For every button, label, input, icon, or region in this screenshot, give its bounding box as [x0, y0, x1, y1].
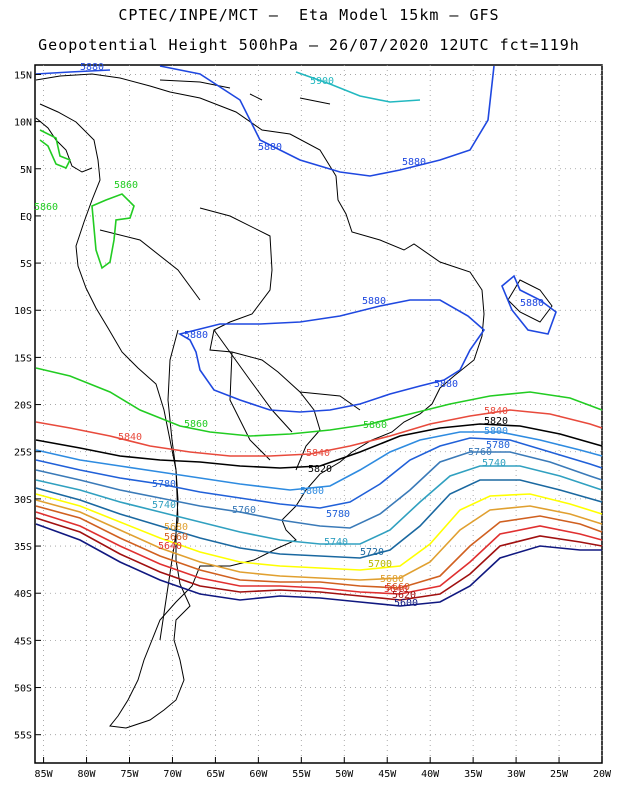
contour-label-5860: 5860 — [184, 419, 208, 430]
contour-labels: 5900 5880 5880 5880 5880 5880 5880 5880 5860 5860… — [34, 62, 544, 609]
contour-5760 — [35, 451, 603, 529]
lon-tick-label: 45W — [378, 769, 397, 780]
contour-5700 — [35, 493, 603, 571]
contour-label-5760: 5760 — [232, 505, 256, 516]
lat-tick-label: 20S — [14, 401, 32, 412]
contour-label-5800: 5800 — [300, 486, 324, 497]
contour-5880 — [501, 274, 557, 335]
lat-tick-label: 5N — [20, 165, 32, 176]
contour-lines — [35, 65, 603, 607]
lon-tick-label: 50W — [335, 769, 354, 780]
lat-tick-label: 30S — [14, 495, 32, 506]
contour-label-5880: 5880 — [362, 296, 386, 307]
lon-tick-label: 40W — [421, 769, 440, 780]
contour-5860 — [91, 193, 135, 270]
contour-label-5760: 5760 — [468, 447, 492, 458]
lat-tick-label: 40S — [14, 589, 32, 600]
contour-label-5740: 5740 — [482, 458, 506, 469]
lat-tick-label: 15S — [14, 353, 32, 364]
contour-5640 — [35, 511, 603, 595]
contour-label-5860: 5860 — [114, 180, 138, 191]
lat-tick-label: EQ — [20, 212, 32, 223]
lat-tick-label: 10N — [14, 118, 32, 129]
lon-tick-label: 55W — [292, 769, 311, 780]
lon-tick-label: 30W — [507, 769, 526, 780]
contour-5820 — [35, 423, 603, 469]
lon-tick-label: 25W — [550, 769, 569, 780]
contour-5900 — [295, 71, 421, 103]
lat-tick-label: 25S — [14, 448, 32, 459]
lon-tick-label: 35W — [464, 769, 483, 780]
interior-borders — [99, 229, 361, 461]
contour-label-5840: 5840 — [306, 448, 330, 459]
contour-label-5880: 5880 — [402, 157, 426, 168]
contour-label-5880: 5880 — [258, 142, 282, 153]
contour-label-5880: 5880 — [184, 330, 208, 341]
lon-tick-label: 70W — [163, 769, 182, 780]
central-america-coast — [35, 117, 93, 173]
contour-label-5860: 5860 — [34, 202, 58, 213]
lat-tick-label: 50S — [14, 684, 32, 695]
contour-label-5740: 5740 — [152, 500, 176, 511]
lon-tick-label: 20W — [593, 769, 612, 780]
contour-label-5860: 5860 — [363, 420, 387, 431]
contour-label-5780: 5780 — [486, 440, 510, 451]
contour-label-5700: 5700 — [368, 559, 392, 570]
lon-tick-label: 60W — [249, 769, 268, 780]
andes-border — [159, 329, 179, 641]
contour-label-5780: 5780 — [152, 479, 176, 490]
contour-label-5780: 5780 — [326, 509, 350, 520]
contour-5860 — [39, 129, 72, 170]
contour-label-5680: 5680 — [380, 574, 404, 585]
contour-label-5820: 5820 — [308, 464, 332, 475]
axis-ticks: 15N 10N 5N EQ 5S 10S 15S 20S 25S 30S 35S 40S 45S 50S 5… — [14, 70, 612, 780]
lat-tick-label: 35S — [14, 542, 32, 553]
contour-label-5880: 5880 — [80, 62, 104, 73]
contour-label-5880: 5880 — [434, 379, 458, 390]
contour-5740 — [35, 465, 603, 545]
contour-label-5840: 5840 — [484, 406, 508, 417]
contour-5840 — [35, 409, 603, 457]
lat-tick-label: 15N — [14, 70, 32, 81]
contour-label-5640: 5640 — [384, 584, 408, 595]
lat-tick-label: 55S — [14, 731, 32, 742]
contour-5780 — [35, 437, 603, 509]
lon-tick-label: 75W — [120, 769, 139, 780]
lat-tick-label: 45S — [14, 636, 32, 647]
contour-label-5660: 5660 — [386, 582, 410, 593]
contour-label-5840: 5840 — [118, 432, 142, 443]
contour-5860 — [35, 367, 603, 437]
lon-tick-label: 80W — [78, 769, 97, 780]
chart-subtitle: Geopotential Height 500hPa – 26/07/2020 … — [38, 36, 580, 54]
lat-tick-label: 10S — [14, 306, 32, 317]
contour-5800 — [35, 431, 603, 491]
contour-label-5900: 5900 — [310, 76, 334, 87]
contour-label-5600: 5600 — [394, 598, 418, 609]
contour-label-5800: 5800 — [484, 426, 508, 437]
caribbean-islands — [159, 79, 331, 105]
contour-5720 — [35, 479, 603, 559]
contour-label-5640: 5640 — [158, 541, 182, 552]
map-frame — [34, 64, 603, 764]
lon-tick-label: 65W — [206, 769, 225, 780]
coastline — [35, 73, 553, 729]
contour-label-5660: 5660 — [164, 532, 188, 543]
contour-5880 — [35, 65, 495, 177]
contour-label-5740: 5740 — [324, 537, 348, 548]
contour-label-5820: 5820 — [484, 416, 508, 427]
contour-5620 — [35, 517, 603, 601]
contour-5660 — [35, 505, 603, 589]
contour-label-5720: 5720 — [360, 547, 384, 558]
contour-5600 — [35, 523, 602, 607]
contour-5680 — [35, 499, 603, 581]
lat-tick-label: 5S — [20, 259, 32, 270]
contour-label-5620: 5620 — [392, 590, 416, 601]
contour-label-5680: 5680 — [164, 522, 188, 533]
lon-tick-label: 85W — [35, 769, 54, 780]
chart-title: CPTEC/INPE/MCT – Eta Model 15km – GFS — [118, 6, 500, 24]
contour-label-5880: 5880 — [520, 298, 544, 309]
contour-5880 — [177, 299, 486, 413]
brazil-border — [199, 207, 321, 471]
